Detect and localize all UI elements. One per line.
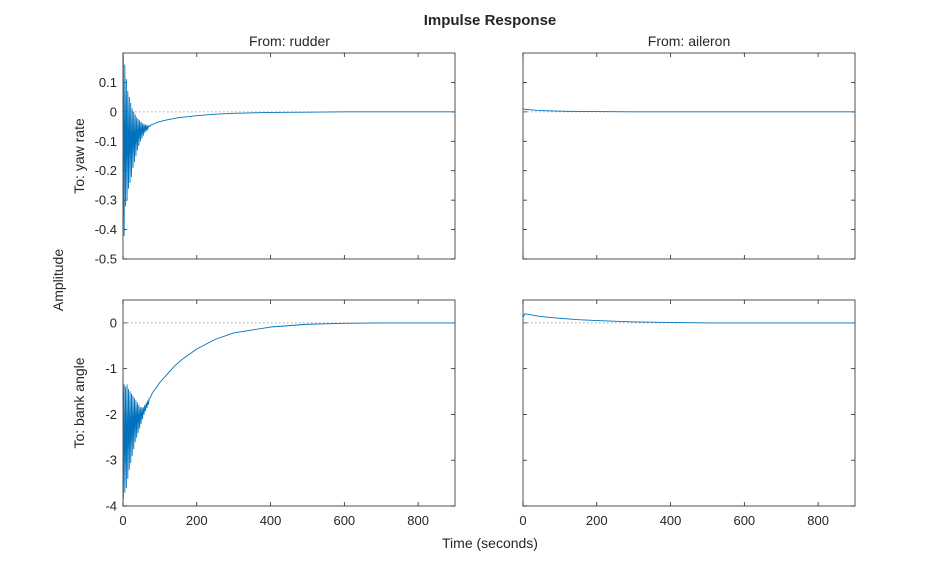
axes-frame (522, 52, 856, 260)
x-tick-label: 800 (807, 513, 829, 528)
x-tick-label: 600 (733, 513, 755, 528)
y-axis-label: Amplitude (50, 249, 66, 311)
impulse-response-line (523, 313, 855, 324)
x-tick-label: 0 (119, 513, 126, 528)
panel-to-yaw-rate-from-rudder: -0.5 -0.4 -0.3 -0.2 -0.1 0 0.1 (95, 52, 456, 267)
y-tick-label: -2 (105, 407, 117, 422)
x-axis-label: Time (seconds) (442, 535, 538, 551)
y-tick-label: -0.2 (95, 163, 117, 178)
y-tick-label: -0.1 (95, 134, 117, 149)
impulse-response-line (123, 322, 455, 500)
subplot-grid: -0.5 -0.4 -0.3 -0.2 -0.1 0 0.1 -4 -3 -2 -1 0 0 200 400… (95, 52, 856, 528)
panel-to-bank-angle-from-rudder: -4 -3 -2 -1 0 0 200 400 600 800 (105, 299, 456, 528)
axes-frame (122, 299, 456, 507)
panel-to-bank-angle-from-aileron: 0 200 400 600 800 (519, 299, 856, 528)
y-tick-label: -1 (105, 361, 117, 376)
y-tick-label: -3 (105, 453, 117, 468)
axes-frame (522, 299, 856, 507)
impulse-response-line (123, 55, 455, 257)
y-tick-label: -0.5 (95, 252, 117, 267)
x-tick-label: 0 (519, 513, 526, 528)
y-tick-label: -4 (105, 499, 117, 514)
x-tick-label: 600 (333, 513, 355, 528)
x-tick-label: 400 (660, 513, 682, 528)
x-tick-label: 200 (186, 513, 208, 528)
y-tick-label: 0.1 (99, 75, 117, 90)
axes-frame (122, 52, 456, 260)
x-tick-label: 800 (407, 513, 429, 528)
column-title-rudder: From: rudder (249, 33, 330, 49)
column-title-aileron: From: aileron (648, 33, 730, 49)
y-tick-label: -0.4 (95, 222, 117, 237)
impulse-response-line (523, 108, 855, 113)
x-tick-label: 200 (586, 513, 608, 528)
panel-to-yaw-rate-from-aileron (522, 52, 856, 260)
y-tick-label: 0 (110, 315, 117, 330)
row-label-bank-angle: To: bank angle (71, 357, 87, 448)
row-label-yaw-rate: To: yaw rate (71, 118, 87, 194)
x-tick-label: 400 (260, 513, 282, 528)
y-tick-label: -0.3 (95, 193, 117, 208)
chart-title: Impulse Response (424, 12, 557, 29)
y-tick-label: 0 (110, 104, 117, 119)
